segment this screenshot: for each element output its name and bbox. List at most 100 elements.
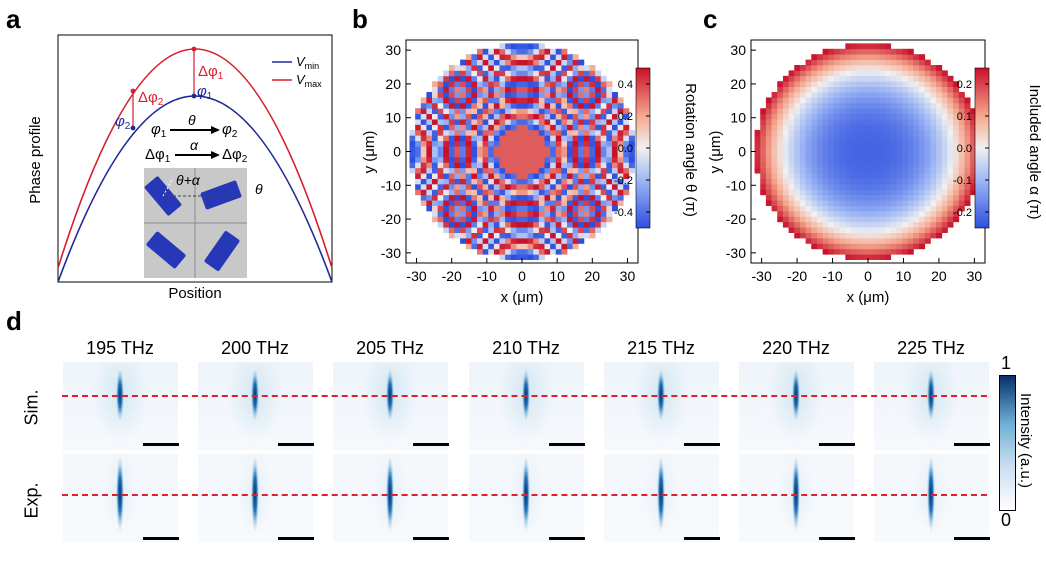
heatmap-pixel <box>426 140 433 147</box>
x-tick-label: -30 <box>406 268 426 284</box>
heatmap-pixel <box>794 221 801 228</box>
heatmap-pixel <box>771 162 778 169</box>
heatmap-pixel <box>919 124 926 131</box>
heatmap-pixel <box>493 124 500 131</box>
heatmap-pixel <box>533 92 540 98</box>
heatmap-pixel <box>460 232 467 239</box>
heatmap-pixel <box>953 210 960 217</box>
heatmap-pixel <box>454 75 461 82</box>
heatmap-pixel <box>527 65 534 71</box>
heatmap-pixel <box>572 183 579 190</box>
heatmap-pixel <box>482 54 489 60</box>
heatmap-pixel <box>902 167 909 174</box>
heatmap-pixel <box>936 189 943 196</box>
heatmap-pixel <box>522 81 529 88</box>
heatmap-pixel <box>970 162 977 169</box>
heatmap-pixel <box>936 232 943 239</box>
heatmap-pixel <box>890 167 897 174</box>
heatmap-pixel <box>499 102 506 109</box>
heatmap-pixel <box>611 146 619 152</box>
heatmap-pixel <box>488 102 495 109</box>
heatmap-pixel <box>533 156 540 163</box>
heatmap-pixel <box>589 183 596 190</box>
heatmap-pixel <box>873 243 880 250</box>
heatmap-pixel <box>816 75 824 82</box>
heatmap-pixel <box>550 75 557 82</box>
heatmap-pixel <box>516 81 523 88</box>
heatmap-pixel <box>805 205 812 212</box>
heatmap-pixel <box>550 173 557 179</box>
heatmap-pixel <box>765 124 772 131</box>
heatmap-pixel <box>583 108 590 115</box>
heatmap-pixel <box>522 54 529 60</box>
heatmap-pixel <box>628 156 635 163</box>
heatmap-pixel <box>583 156 590 163</box>
heatmap-pixel <box>805 173 812 179</box>
heatmap-pixel <box>409 162 416 169</box>
heatmap-pixel <box>566 205 574 212</box>
heatmap-pixel <box>856 59 863 66</box>
heatmap-pixel <box>516 59 523 66</box>
heatmap-pixel <box>538 194 545 201</box>
heatmap-pixel <box>862 205 869 212</box>
heatmap-pixel <box>771 97 778 104</box>
heatmap-pixel <box>555 194 562 201</box>
heatmap-pixel <box>522 97 529 104</box>
heatmap-pixel <box>885 70 892 77</box>
heatmap-pixel <box>499 97 506 104</box>
heatmap-pixel <box>890 178 897 185</box>
heatmap-pixel <box>516 210 523 217</box>
heatmap-pixel <box>907 129 914 136</box>
heatmap-pixel <box>595 97 602 104</box>
heatmap-pixel <box>454 129 461 136</box>
heatmap-pixel <box>437 102 444 109</box>
heatmap-pixel <box>947 167 954 174</box>
heatmap-pixel <box>499 243 506 250</box>
heatmap-pixel <box>555 86 562 93</box>
heatmap-pixel <box>845 151 852 158</box>
heatmap-pixel <box>544 205 551 212</box>
heatmap-pixel <box>522 102 529 109</box>
heatmap-pixel <box>822 210 829 217</box>
heatmap-pixel <box>493 135 500 142</box>
rel2-to: Δφ2 <box>222 146 248 165</box>
heatmap-pixel <box>415 140 422 147</box>
heatmap-pixel <box>947 86 954 93</box>
heatmap-pixel <box>873 102 880 109</box>
heatmap-pixel <box>941 189 948 196</box>
heatmap-pixel <box>828 200 835 206</box>
heatmap-pixel <box>611 92 619 98</box>
heatmap-pixel <box>595 124 602 131</box>
heatmap-pixel <box>964 151 971 158</box>
heatmap-pixel <box>566 65 574 71</box>
heatmap-pixel <box>533 102 540 109</box>
heatmap-pixel <box>794 189 801 196</box>
heatmap-pixel <box>516 178 523 185</box>
heatmap-pixel <box>583 86 590 93</box>
heatmap-pixel <box>941 183 948 190</box>
heatmap-pixel <box>448 119 455 125</box>
heatmap-pixel <box>589 178 596 185</box>
heatmap-pixel <box>868 173 875 179</box>
heatmap-pixel <box>589 65 596 71</box>
heatmap-pixel <box>953 151 960 158</box>
heatmap-pixel <box>465 156 472 163</box>
heatmap-pixel <box>856 65 863 71</box>
heatmap-pixel <box>499 86 506 93</box>
heatmap-pixel <box>477 243 484 250</box>
heatmap-pixel <box>550 178 557 185</box>
heatmap-pixel <box>482 238 489 244</box>
heatmap-pixel <box>811 135 818 142</box>
heatmap-pixel <box>765 194 772 201</box>
heatmap-pixel <box>760 129 767 136</box>
heatmap-pixel <box>583 146 590 152</box>
heatmap-pixel <box>856 183 863 190</box>
heatmap-pixel <box>947 140 954 147</box>
heatmap-pixel <box>595 189 602 196</box>
colorbar-tick-label: 0.0 <box>618 143 633 155</box>
heatmap-pixel <box>465 102 472 109</box>
heatmap-pixel <box>856 75 863 82</box>
heatmap-pixel <box>788 92 795 98</box>
heatmap-pixel <box>930 102 937 109</box>
heatmap-pixel <box>868 113 875 120</box>
